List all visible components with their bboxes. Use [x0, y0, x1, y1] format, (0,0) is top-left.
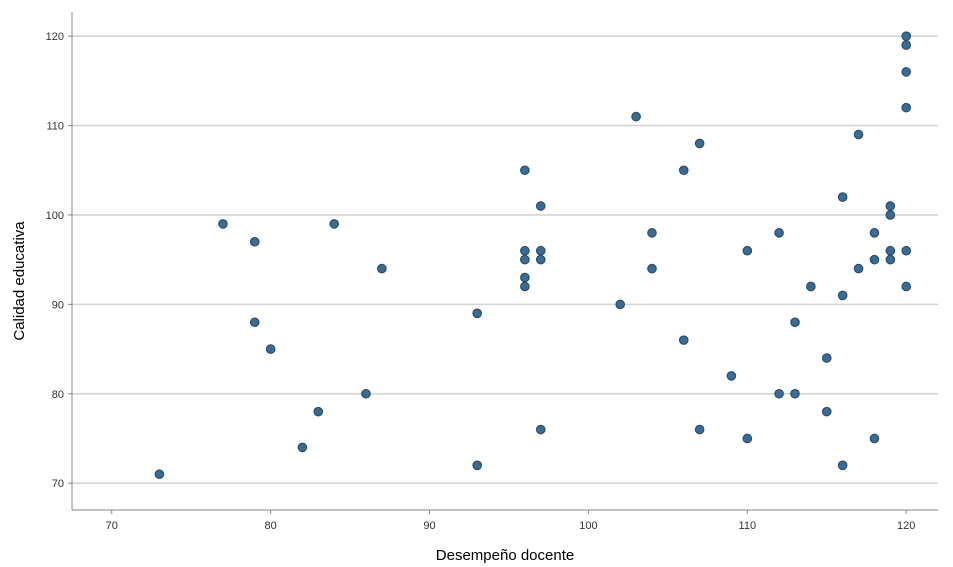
- y-tick-label: 80: [52, 389, 64, 401]
- data-point: [678, 335, 689, 345]
- data-point: [901, 67, 912, 77]
- plot-area: [72, 12, 938, 510]
- data-point: [853, 263, 864, 274]
- gridlines: [72, 35, 938, 484]
- data-point: [901, 281, 912, 292]
- data-point: [901, 102, 912, 113]
- x-tick-label: 90: [423, 520, 435, 532]
- data-point: [790, 317, 800, 328]
- data-point: [520, 245, 530, 256]
- data-point: [329, 219, 339, 229]
- data-point: [837, 192, 848, 202]
- data-point: [901, 40, 912, 50]
- data-point: [297, 442, 308, 453]
- x-axis-ticks: 70 80 90 100 110 120: [106, 510, 915, 532]
- data-point: [535, 254, 546, 265]
- data-point: [520, 272, 530, 283]
- data-point: [885, 245, 896, 256]
- data-point: [821, 406, 832, 417]
- x-tick-label: 70: [106, 520, 118, 532]
- data-point: [901, 31, 912, 41]
- x-tick-label: 100: [579, 520, 597, 532]
- data-point: [885, 254, 896, 265]
- data-point: [154, 469, 165, 480]
- data-point: [790, 388, 800, 399]
- data-point: [885, 201, 896, 211]
- data-point: [853, 129, 864, 140]
- data-point: [837, 290, 848, 301]
- data-point: [361, 388, 371, 399]
- data-point: [647, 228, 657, 238]
- data-point: [869, 228, 880, 238]
- x-tick-label: 110: [739, 520, 757, 532]
- data-point: [774, 388, 784, 399]
- data-point: [265, 344, 276, 354]
- data-point: [520, 254, 530, 265]
- data-point: [615, 299, 626, 310]
- data-point: [472, 460, 482, 471]
- y-tick-label: 100: [46, 210, 64, 222]
- data-point: [742, 433, 753, 444]
- data-point: [837, 460, 848, 471]
- data-point: [678, 165, 689, 176]
- data-point: [520, 165, 530, 176]
- x-tick-label: 80: [264, 520, 276, 532]
- data-point: [631, 111, 641, 122]
- data-point: [218, 219, 228, 229]
- y-tick-label: 90: [52, 299, 64, 311]
- y-tick-label: 70: [52, 478, 64, 490]
- data-point: [313, 406, 324, 417]
- data-point: [535, 245, 546, 256]
- data-point: [647, 263, 657, 274]
- data-point: [885, 210, 896, 220]
- data-point: [869, 433, 880, 444]
- data-point: [694, 138, 705, 149]
- y-tick-label: 120: [46, 31, 64, 43]
- y-axis-ticks: 70 80 90 100 110 120: [46, 31, 72, 490]
- x-tick-label: 120: [897, 520, 915, 532]
- data-point: [806, 281, 816, 292]
- axes: [71, 12, 938, 511]
- data-point: [249, 236, 260, 247]
- x-axis-title: Desempeño docente: [436, 547, 574, 564]
- data-point: [901, 245, 912, 256]
- data-point: [869, 254, 880, 265]
- data-point: [774, 228, 784, 238]
- data-point: [742, 245, 753, 256]
- data-point: [726, 371, 737, 381]
- data-points: [154, 31, 912, 480]
- data-point: [535, 201, 546, 211]
- data-point: [694, 424, 705, 435]
- data-point: [472, 308, 482, 319]
- data-point: [520, 281, 530, 292]
- y-tick-label: 110: [46, 121, 64, 133]
- data-point: [377, 263, 387, 274]
- data-point: [535, 424, 546, 435]
- data-point: [249, 317, 260, 328]
- data-point: [821, 353, 832, 363]
- y-axis-title: Calidad educativa: [11, 221, 28, 341]
